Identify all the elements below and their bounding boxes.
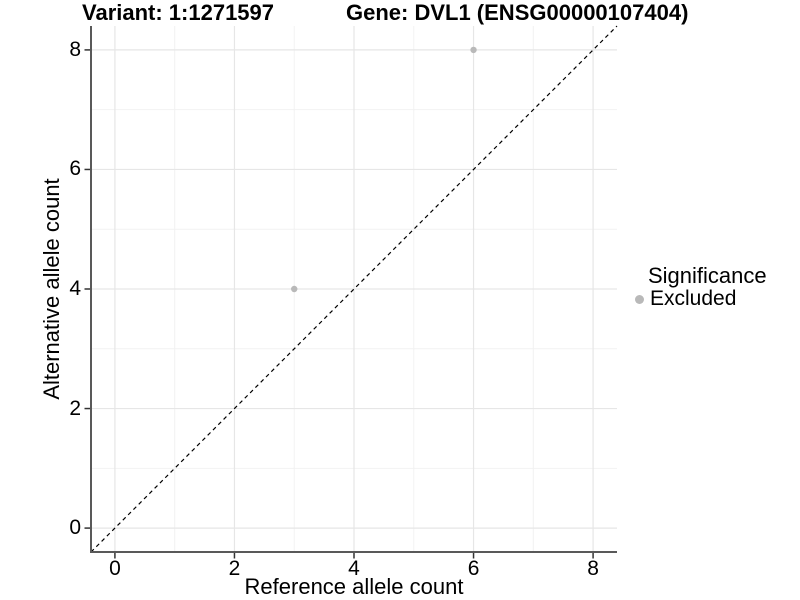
data-point: [470, 46, 477, 54]
y-tick-label: 6: [69, 157, 81, 181]
y-tick-label: 0: [69, 516, 81, 540]
x-tick-label: 8: [587, 557, 599, 580]
x-tick-label: 4: [348, 557, 360, 580]
legend-item-excluded: Excluded: [635, 287, 736, 311]
y-tick-label: 2: [69, 396, 81, 420]
x-tick-label: 2: [228, 557, 241, 580]
y-axis-title: Alternative allele count: [39, 178, 64, 400]
identity-dashed-line: [90, 25, 618, 553]
x-tick-label: 6: [467, 557, 480, 580]
data-point: [291, 285, 298, 293]
legend-key-dot-icon: [635, 294, 644, 304]
y-tick-label: 8: [69, 37, 81, 61]
legend-title: Significance: [648, 263, 767, 288]
plot-title-variant: Variant: 1:1271597: [82, 0, 275, 25]
y-tick-label: 4: [69, 277, 81, 300]
x-tick-label: 0: [109, 557, 121, 580]
plot-title-gene: Gene: DVL1 (ENSG00000107404): [346, 0, 689, 25]
legend-item-label: Excluded: [650, 287, 737, 310]
x-axis-title: Reference allele count: [244, 574, 464, 599]
